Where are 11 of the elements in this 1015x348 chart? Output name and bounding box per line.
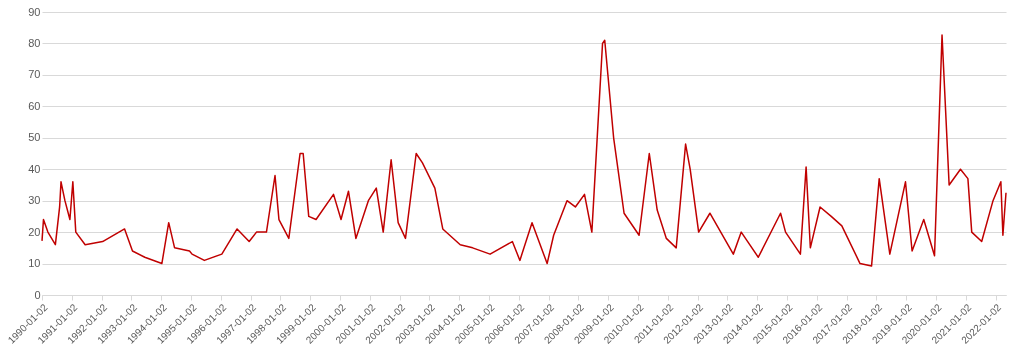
line-series [41,34,1007,267]
y-tick-label: 50 [28,131,41,144]
y-tick-label: 80 [28,36,41,49]
y-tick-label: 20 [28,225,41,238]
y-tick-label: 40 [28,162,41,175]
y-tick-label: 30 [28,194,41,207]
y-tick-label: 90 [28,5,41,18]
y-tick-label: 0 [34,288,41,301]
y-tick-label: 70 [28,68,41,81]
y-tick-label: 60 [28,99,41,112]
y-tick-label: 10 [28,257,41,270]
